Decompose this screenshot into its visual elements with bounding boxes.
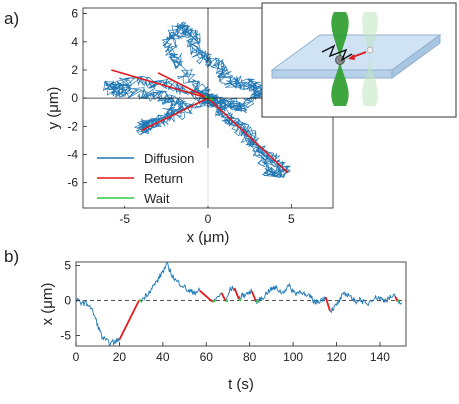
panel-b-x-axis-label: t (s) bbox=[228, 376, 254, 393]
panel-b-diffusion-line-4 bbox=[238, 287, 253, 302]
panel-b-wait-line-1 bbox=[212, 299, 216, 303]
panel-b-wait-line-5 bbox=[396, 299, 400, 303]
panel-a-legend-label-1: Return bbox=[144, 171, 183, 186]
panel-b-x-tick-label: 0 bbox=[73, 350, 80, 364]
panel-b-return-line-3 bbox=[233, 287, 240, 300]
panel-a-y-axis-label: y (μm) bbox=[45, 87, 62, 130]
inset-slide-side bbox=[391, 34, 441, 79]
panel-a-legend: Diffusion Return Wait bbox=[92, 148, 212, 206]
panel-b-wait-line-3 bbox=[238, 298, 242, 302]
panel-a-y-tick-label: -4 bbox=[67, 147, 78, 161]
panel-b-diffusion-line-6 bbox=[330, 291, 396, 314]
panel-b-wait-line-4 bbox=[255, 299, 259, 303]
panel-a-legend-label-2: Wait bbox=[144, 191, 170, 206]
panel-b-chart: 0 20 40 60 80 100 120 140-505 t (s) x (μm) bbox=[39, 259, 407, 393]
inset-arrowhead-icon bbox=[348, 54, 355, 60]
panel-a-y-tick-label: 0 bbox=[71, 91, 78, 105]
panel-b-return-line-4 bbox=[251, 291, 258, 303]
panel-a-return-line-2 bbox=[140, 97, 209, 132]
inset-illustration bbox=[261, 2, 457, 118]
panel-b-x-tick-label: 120 bbox=[327, 350, 347, 364]
panel-a-y-tick-label: 4 bbox=[71, 35, 78, 49]
panel-b-wait-line-2 bbox=[225, 299, 229, 303]
panel-a-x-tick-label: 0 bbox=[205, 212, 212, 226]
panel-a-x-tick-label: 5 bbox=[288, 212, 295, 226]
panel-a-y-tick-label: -2 bbox=[67, 119, 78, 133]
panel-b-return-line-6 bbox=[394, 295, 399, 302]
panel-b-y-tick-label: -5 bbox=[60, 329, 71, 343]
panel-a-legend-label-0: Diffusion bbox=[144, 151, 194, 166]
panel-a-y-tick-label: 6 bbox=[71, 7, 78, 21]
panel-b-return-line-2 bbox=[220, 292, 227, 302]
panel-b-x-tick-label: 80 bbox=[243, 350, 257, 364]
inset-faded-beam bbox=[362, 12, 378, 106]
panel-a-return-line-3 bbox=[207, 97, 289, 174]
panel-b-y-axis-label: x (μm) bbox=[39, 283, 56, 326]
panel-b-x-tick-label: 60 bbox=[200, 350, 214, 364]
panel-b-diffusion-line-0 bbox=[75, 297, 120, 347]
panel-b-return-line-5 bbox=[324, 296, 331, 312]
panel-a-label: a) bbox=[4, 9, 19, 28]
panel-b-plot-area bbox=[75, 261, 407, 347]
panel-b-diffusion-line-1 bbox=[140, 261, 201, 303]
panel-a-series-group bbox=[103, 21, 291, 179]
panel-b-return-line-1 bbox=[199, 290, 214, 303]
panel-b-diffusion-line-3 bbox=[225, 285, 235, 300]
panel-a-y-tick-label: 2 bbox=[71, 63, 78, 77]
inset-ghost-particle bbox=[366, 46, 374, 54]
panel-a-x-tick-label: -5 bbox=[119, 212, 130, 226]
panel-b-x-tick-label: 20 bbox=[113, 350, 127, 364]
panel-b-y-tick-label: 0 bbox=[64, 294, 71, 308]
panel-b-label: b) bbox=[4, 247, 19, 266]
panel-b-x-tick-label: 140 bbox=[370, 350, 390, 364]
panel-b-diffusion-line-2 bbox=[212, 292, 222, 303]
panel-a-y-tick-label: -6 bbox=[67, 176, 78, 190]
panel-b-diffusion-line-5 bbox=[255, 282, 327, 305]
panel-a-return-line-1 bbox=[157, 72, 209, 99]
panel-a-return-line-0 bbox=[111, 69, 209, 99]
panel-b-x-tick-label: 40 bbox=[156, 350, 170, 364]
inset-lightning-icon bbox=[321, 44, 353, 62]
panel-b-axes: 0 20 40 60 80 100 120 140-505 bbox=[60, 259, 390, 365]
panel-a-x-axis-label: x (μm) bbox=[187, 229, 230, 246]
panel-b-return-line-0 bbox=[118, 300, 140, 341]
panel-a-diffusion-line bbox=[103, 21, 291, 179]
panel-b-y-tick-label: 5 bbox=[64, 259, 71, 273]
panel-b-series-group bbox=[75, 261, 406, 347]
panel-b-x-tick-label: 100 bbox=[283, 350, 303, 364]
